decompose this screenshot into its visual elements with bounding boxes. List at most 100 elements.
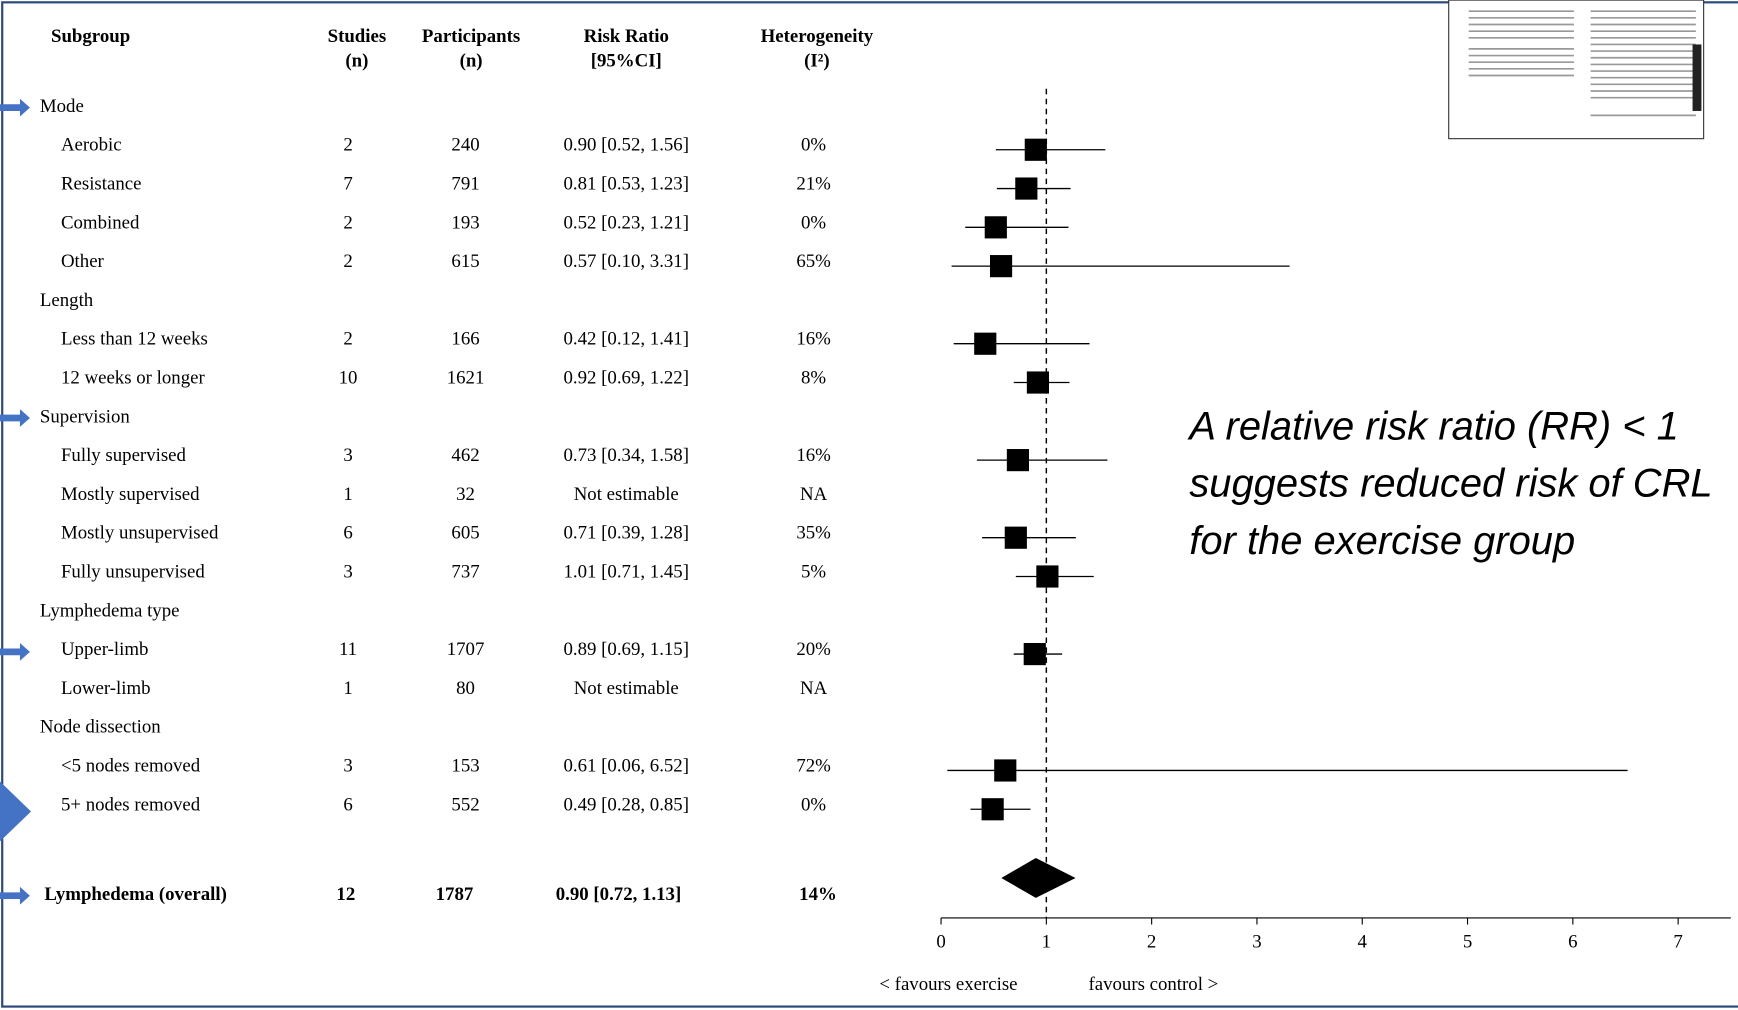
row-label: Less than 12 weeks [61,329,208,350]
group-label: Node dissection [40,717,161,738]
heterogeneity: 21% [796,174,831,195]
x-tick-label: 6 [1568,932,1577,953]
studies: 7 [343,174,352,195]
overall-diamond [1001,858,1075,898]
x-label-left: < favours exercise [879,974,1017,995]
studies: 12 [336,884,355,905]
heterogeneity: 14% [799,884,837,905]
row-label: Fully supervised [61,445,187,466]
point-estimate [974,333,996,355]
annotation: for the exercise group [1189,519,1575,563]
annotation: A relative risk ratio (RR) < 1 [1187,405,1679,449]
participants: 462 [451,445,479,466]
ci-label: 0.73 [0.34, 1.58] [563,445,689,466]
group-label: Lymphedema type [40,600,180,621]
ci-label: 0.92 [0.69, 1.22] [563,368,689,389]
row-label: Resistance [61,174,142,195]
participants: 1621 [447,368,485,389]
row-label: Combined [61,212,140,233]
participants: 240 [451,135,479,156]
participants: 80 [456,678,475,699]
page: {"chart_data":{"type":"forest", "columns… [0,0,1738,1010]
heterogeneity: NA [800,678,828,699]
x-tick-label: 0 [936,932,945,953]
x-tick-label: 3 [1252,932,1261,953]
x-tick-label: 4 [1358,932,1368,953]
studies: 3 [343,445,352,466]
annotation: suggests reduced risk of CRL [1189,462,1712,506]
thumbnail [1449,0,1704,139]
ci-label: 0.42 [0.12, 1.41] [563,329,689,350]
x-tick-label: 7 [1673,932,1682,953]
heterogeneity: 5% [801,561,826,582]
heterogeneity: 20% [796,639,831,660]
ci-label: 0.61 [0.06, 6.52] [563,755,689,776]
column-header: (n) [460,51,483,72]
participants: 552 [451,794,479,815]
arrows [0,99,31,905]
group-label: Mode [40,96,84,117]
ci-label: 0.71 [0.39, 1.28] [563,523,689,544]
point-estimate [1024,643,1046,665]
ci-label: 0.52 [0.23, 1.21] [563,212,689,233]
column-header: Participants [422,26,520,47]
studies: 1 [343,678,352,699]
point-estimate [1007,449,1029,471]
row-label: Mostly supervised [61,484,200,505]
x-tick-label: 2 [1147,932,1156,953]
column-header: Heterogeneity [761,26,874,47]
participants: 32 [456,484,475,505]
ci-label: 0.81 [0.53, 1.23] [563,174,689,195]
studies: 1 [343,484,352,505]
point-estimate [1005,527,1027,549]
column-header: Studies [328,26,387,47]
row-label: Mostly unsupervised [61,523,219,544]
heterogeneity: 72% [796,755,831,776]
row-label: Lower-limb [61,678,151,699]
ci-label: 1.01 [0.71, 1.45] [563,561,689,582]
row-label: 12 weeks or longer [61,368,206,389]
ci-label: Not estimable [574,484,679,505]
group-label: Length [40,290,94,311]
studies: 2 [343,329,352,350]
ci-label: 0.49 [0.28, 0.85] [563,794,689,815]
participants: 791 [451,174,479,195]
point-estimate [994,759,1016,781]
point-estimate [1025,139,1047,161]
ci-label: Not estimable [574,678,679,699]
studies: 2 [343,251,352,272]
point-estimate [1015,177,1037,199]
heterogeneity: 0% [801,212,826,233]
point-estimate [990,255,1012,277]
point-estimate [982,798,1004,820]
column-header: Risk Ratio [584,26,669,47]
heterogeneity: 16% [796,329,831,350]
heterogeneity: 8% [801,368,826,389]
participants: 166 [451,329,479,350]
row-label: Fully unsupervised [61,561,205,582]
column-header: (n) [345,51,368,72]
x-label-right: favours control > [1088,974,1218,995]
row-label: Aerobic [61,135,122,156]
ci-label: 0.90 [0.72, 1.13] [556,884,682,905]
studies: 3 [343,561,352,582]
heterogeneity: 0% [801,135,826,156]
participants: 737 [451,561,479,582]
participants: 153 [451,755,479,776]
column-header: [95%CI] [591,51,662,72]
chart: SubgroupStudies(n)Participants(n)Risk Ra… [0,0,1738,1010]
studies: 2 [343,135,352,156]
heterogeneity: NA [800,484,828,505]
heterogeneity: 16% [796,445,831,466]
point-estimate [1036,565,1058,587]
ci-label: 0.90 [0.52, 1.56] [563,135,689,156]
studies: 6 [343,523,352,544]
point-estimate [985,216,1007,238]
participants: 1787 [436,884,474,905]
heterogeneity: 65% [796,251,831,272]
x-tick-label: 1 [1042,932,1051,953]
participants: 193 [451,212,479,233]
participants: 615 [451,251,479,272]
ci-label: 0.89 [0.69, 1.15] [563,639,689,660]
row-label: Other [61,251,105,272]
